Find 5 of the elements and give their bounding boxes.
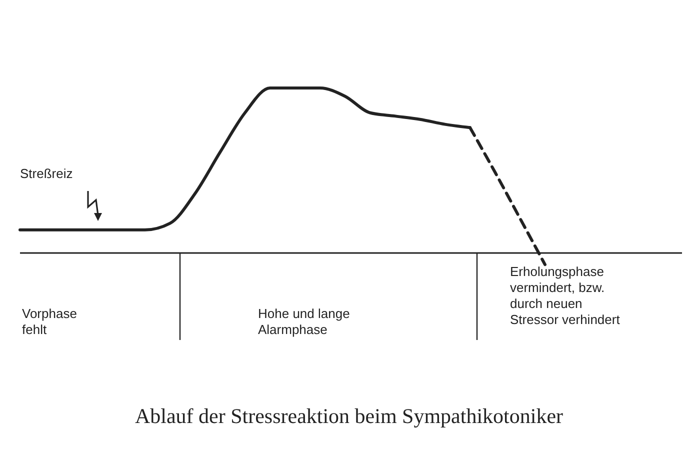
- text: Hohe und lange Alarmphase: [258, 306, 350, 337]
- annotation: Streßreiz: [20, 166, 73, 181]
- text: Ablauf der Stressreaktion beim Sympathikotoniker: [134, 404, 564, 428]
- annotation: Erholungsphase vermindert, bzw. durch neuen Stressor verhindert: [510, 264, 620, 327]
- text: Vorphase fehlt: [22, 306, 77, 337]
